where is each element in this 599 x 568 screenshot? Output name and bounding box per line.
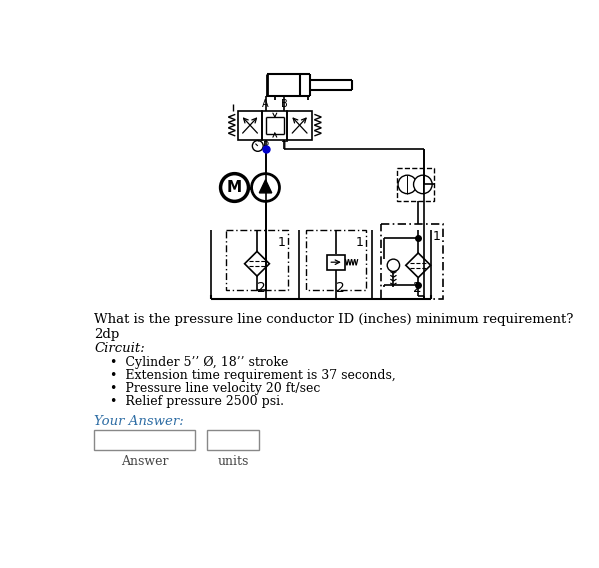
Text: T: T: [281, 141, 287, 151]
Text: 1: 1: [433, 230, 441, 243]
Circle shape: [413, 175, 432, 194]
Text: A: A: [262, 99, 269, 109]
Bar: [226, 230, 288, 290]
Text: 1: 1: [356, 236, 364, 249]
Text: Circuit:: Circuit:: [94, 343, 145, 355]
Text: •  Relief pressure 2500 psi.: • Relief pressure 2500 psi.: [110, 395, 284, 408]
Text: 1: 1: [278, 236, 286, 249]
Polygon shape: [259, 180, 272, 193]
Polygon shape: [406, 253, 431, 278]
Circle shape: [387, 259, 400, 272]
Text: What is the pressure line conductor ID (inches) minimum requirement?: What is the pressure line conductor ID (…: [94, 313, 574, 326]
Bar: [381, 224, 443, 299]
Text: •  Cylinder 5’’ Ø, 18’’ stroke: • Cylinder 5’’ Ø, 18’’ stroke: [110, 356, 288, 369]
Text: B: B: [281, 99, 288, 109]
Bar: [397, 168, 434, 201]
Polygon shape: [244, 252, 270, 276]
Circle shape: [252, 140, 263, 151]
Bar: [238, 111, 262, 140]
Text: Your Answer:: Your Answer:: [94, 415, 184, 428]
Bar: [288, 111, 312, 140]
Text: M: M: [227, 180, 242, 195]
Text: 2: 2: [256, 281, 265, 295]
Circle shape: [220, 174, 249, 202]
Bar: [94, 430, 195, 450]
Circle shape: [398, 175, 417, 194]
Bar: [262, 111, 288, 140]
Text: units: units: [217, 456, 249, 469]
Bar: [207, 430, 259, 450]
Text: 2: 2: [335, 281, 344, 295]
Text: •  Extension time requirement is 37 seconds,: • Extension time requirement is 37 secon…: [110, 369, 395, 382]
Text: Answer: Answer: [121, 456, 168, 469]
Text: 2dp: 2dp: [94, 328, 119, 341]
Circle shape: [252, 174, 280, 202]
Bar: [326, 254, 346, 270]
Text: •  Pressure line velocity 20 ft/sec: • Pressure line velocity 20 ft/sec: [110, 382, 320, 395]
Text: 2: 2: [413, 281, 422, 295]
Text: P: P: [262, 141, 268, 151]
Bar: [306, 230, 366, 290]
